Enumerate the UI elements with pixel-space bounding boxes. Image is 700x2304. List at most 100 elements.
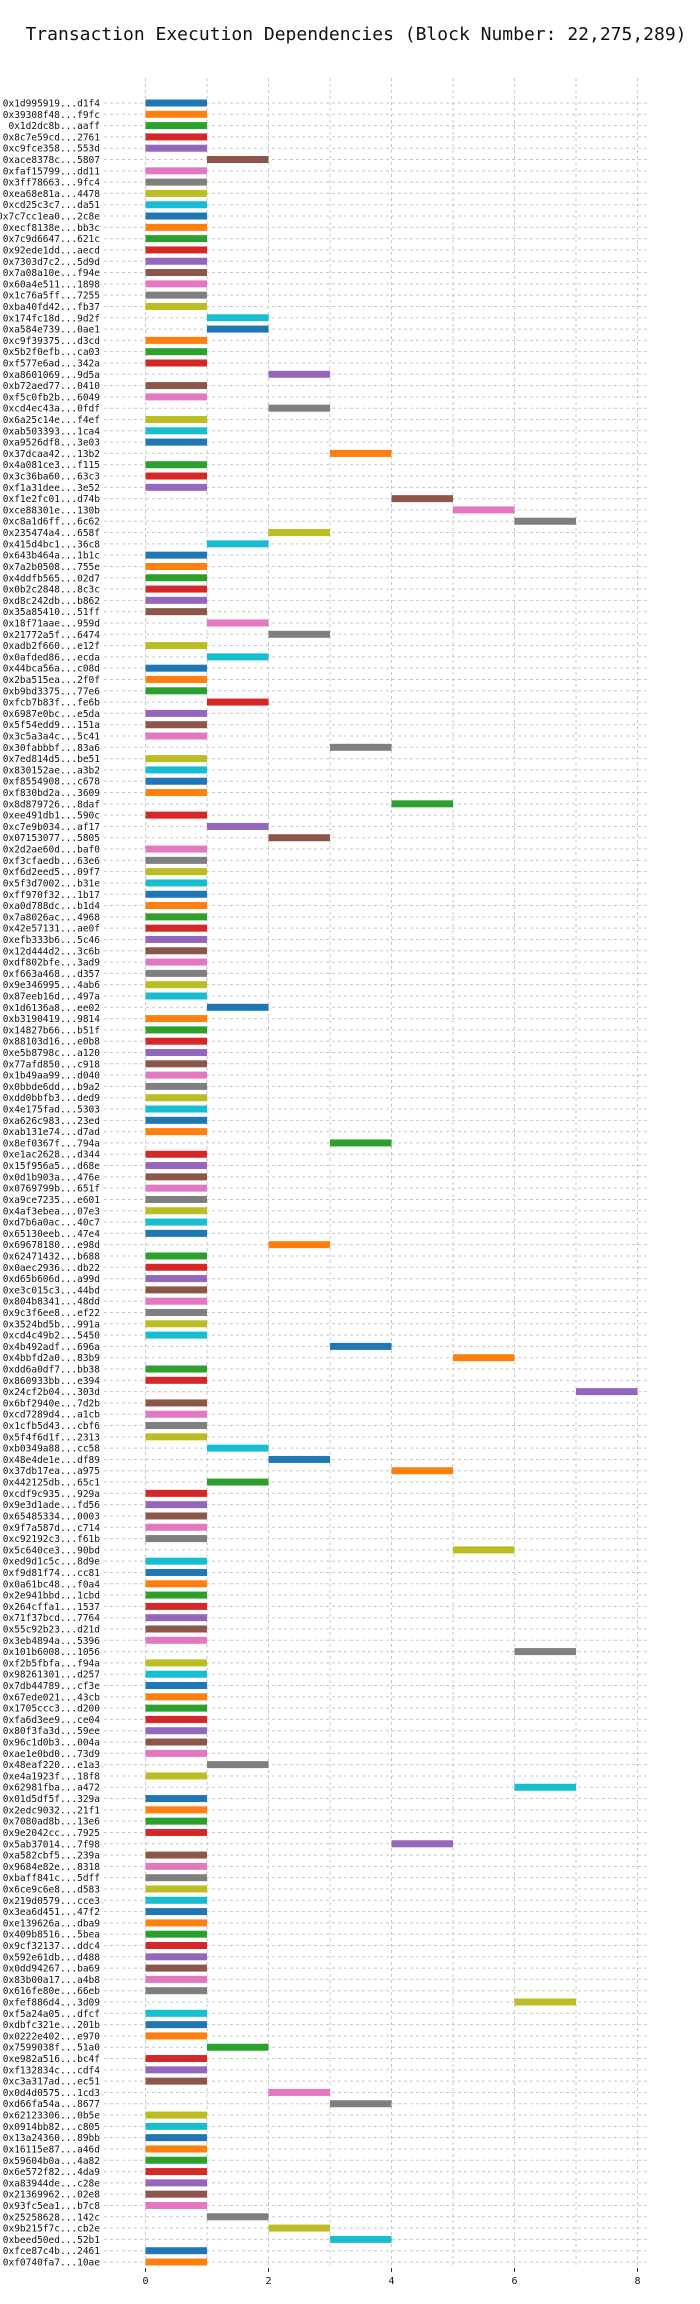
transaction-bar xyxy=(145,1116,207,1124)
transaction-bar xyxy=(453,506,515,514)
transaction-label: 0xadb2f660...e12f xyxy=(3,641,100,652)
transaction-bar xyxy=(145,1885,207,1893)
transaction-label: 0xa9ce7235...e601 xyxy=(3,1195,101,1206)
transaction-label: 0xa584e739...0ae1 xyxy=(3,325,101,336)
transaction-bar xyxy=(576,1388,638,1396)
transaction-label: 0x2e941bbd...1cbd xyxy=(3,1591,100,1602)
transaction-label: 0xc92192c3...f61b xyxy=(3,1534,101,1545)
transaction-bar xyxy=(145,1263,207,1271)
transaction-bar xyxy=(145,1297,207,1305)
transaction-label: 0x16115e87...a46d xyxy=(3,2144,100,2155)
transaction-label: 0x69678180...e98d xyxy=(3,1240,100,1251)
transaction-bar xyxy=(145,2134,207,2142)
transaction-label: 0xc9fce358...553d xyxy=(3,144,100,155)
transaction-bar xyxy=(145,1817,207,1825)
transaction-label: 0x21772a5f...6474 xyxy=(3,630,101,641)
transaction-bar xyxy=(145,902,207,910)
transaction-bar xyxy=(145,189,207,197)
transaction-label: 0x174fc18d...9d2f xyxy=(3,313,100,324)
transaction-bar xyxy=(145,2021,207,2029)
transaction-label: 0x4bbfd2a0...83b9 xyxy=(3,1353,101,1364)
transaction-bar xyxy=(391,495,453,503)
transaction-bar xyxy=(145,1218,207,1226)
transaction-label: 0xdd0bbfb3...ded9 xyxy=(3,1093,101,1104)
transaction-bar xyxy=(207,314,269,322)
transaction-label: 0x3524bd5b...991a xyxy=(3,1319,100,1330)
transaction-label: 0xbeed50ed...52b1 xyxy=(3,2235,101,2246)
transaction-bar xyxy=(145,1659,207,1667)
transaction-bar xyxy=(207,822,269,830)
transaction-label: 0xf3cfaedb...63e6 xyxy=(3,856,101,867)
transaction-bar xyxy=(145,1275,207,1283)
transaction-label: 0x7db44789...cf3e xyxy=(3,1681,101,1692)
transaction-label: 0xa0d788dc...b1d4 xyxy=(3,901,101,912)
transaction-label: 0xf2b5fbfa...f94a xyxy=(3,1658,100,1669)
transaction-bar xyxy=(145,642,207,650)
transaction-label: 0xb9bd3375...77e6 xyxy=(3,686,101,697)
transaction-bar xyxy=(145,1704,207,1712)
transaction-bar xyxy=(453,1354,515,1362)
transaction-bar xyxy=(145,122,207,130)
transaction-bar xyxy=(207,540,269,548)
transaction-bar xyxy=(145,1207,207,1215)
transaction-label: 0x01d5df5f...329a xyxy=(3,1794,100,1805)
transaction-label: 0xae1e0bd0...73d9 xyxy=(3,1749,101,1760)
transaction-label: 0x62471432...b688 xyxy=(3,1251,101,1262)
transaction-label: 0x9b215f7c...cb2e xyxy=(3,2224,101,2235)
transaction-bar xyxy=(145,992,207,1000)
transaction-label: 0x87eeb16d...497a xyxy=(3,991,100,1002)
transaction-label: 0xe3c015c3...44bd xyxy=(3,1285,100,1296)
transaction-label: 0xcd4ec43a...0fdf xyxy=(3,404,100,415)
transaction-label: 0x59604b0a...4a82 xyxy=(3,2156,100,2167)
transaction-bar xyxy=(145,1908,207,1916)
transaction-bar xyxy=(145,1501,207,1509)
transaction-label: 0x07153077...5805 xyxy=(3,833,100,844)
transaction-label: 0xe982a516...bc4f xyxy=(3,2054,100,2065)
transaction-bar xyxy=(145,1772,207,1780)
transaction-label: 0xbaff841c...5dff xyxy=(3,1873,100,1884)
transaction-label: 0x4e175fad...5303 xyxy=(3,1105,100,1116)
transaction-bar xyxy=(145,110,207,118)
transaction-bar xyxy=(145,1320,207,1328)
transaction-label: 0xcd25c3c7...da51 xyxy=(3,200,101,211)
transaction-bar xyxy=(145,1625,207,1633)
transaction-label: 0x101b6008...1056 xyxy=(3,1647,101,1658)
transaction-label: 0x7a8026ac...4968 xyxy=(3,912,101,923)
transaction-bar xyxy=(145,167,207,175)
transaction-label: 0xfcb7b83f...fe6b xyxy=(3,698,101,709)
transaction-bar xyxy=(453,1546,515,1554)
transaction-label: 0x1d2dc8b...aaff xyxy=(8,121,100,132)
transaction-label: 0xb3190419...9814 xyxy=(3,1014,101,1025)
transaction-label: 0xc9f39375...d3cd xyxy=(3,336,100,347)
transaction-bar xyxy=(330,1139,392,1147)
transaction-bar xyxy=(145,687,207,695)
transaction-label: 0x0222e402...e970 xyxy=(3,2031,101,2042)
transaction-bar xyxy=(145,336,207,344)
transaction-bar xyxy=(145,382,207,390)
transaction-bar xyxy=(268,370,330,378)
transaction-bar xyxy=(145,223,207,231)
transaction-bar xyxy=(145,1919,207,1927)
transaction-bar xyxy=(145,608,207,616)
transaction-bar xyxy=(145,1229,207,1237)
transaction-label: 0x442125db...65c1 xyxy=(3,1478,101,1489)
transaction-bar xyxy=(145,1512,207,1520)
transaction-bar xyxy=(145,1568,207,1576)
transaction-bar xyxy=(145,1806,207,1814)
transaction-bar xyxy=(145,868,207,876)
transaction-bar xyxy=(207,156,269,164)
transaction-bar xyxy=(145,709,207,717)
transaction-label: 0x0aec2936...db22 xyxy=(3,1263,100,1274)
transaction-label: 0xd8c242db...b862 xyxy=(3,596,100,607)
transaction-label: 0xc8a1d6ff...6c62 xyxy=(3,517,100,528)
transaction-bar xyxy=(145,1602,207,1610)
transaction-label: 0x4a081ce3...f115 xyxy=(3,460,100,471)
transaction-bar xyxy=(145,2055,207,2063)
transaction-bar xyxy=(145,1693,207,1701)
transaction-label: 0x6a25c14e...f4ef xyxy=(3,415,100,426)
transaction-bar xyxy=(391,1467,453,1475)
transaction-bar xyxy=(145,359,207,367)
transaction-bar xyxy=(145,1173,207,1181)
transaction-bar xyxy=(330,2235,392,2243)
